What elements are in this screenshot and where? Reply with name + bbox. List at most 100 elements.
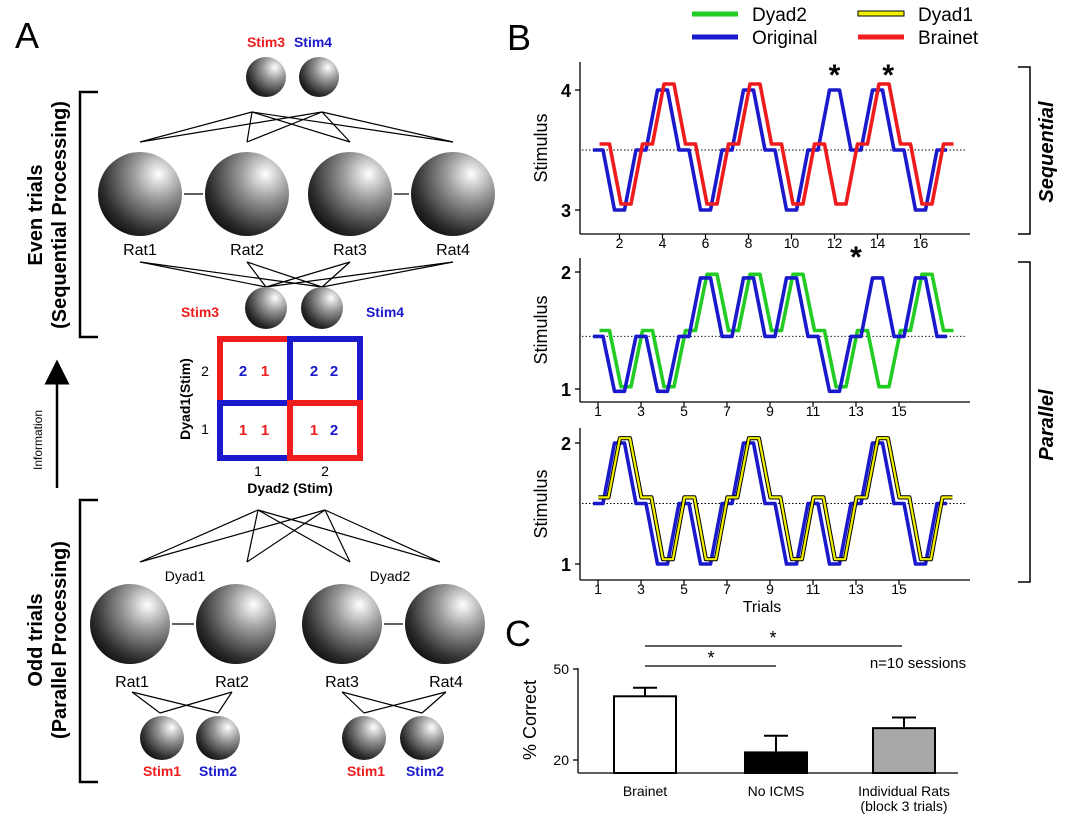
matrix-ylabel: Dyad1(Stim) bbox=[177, 358, 193, 440]
x-tick-label: 8 bbox=[745, 235, 753, 251]
matrix-cell-2-1 bbox=[217, 336, 293, 406]
odd-group-label-line2: (Parallel Processing) bbox=[49, 541, 71, 739]
bar-category-label: Individual Rats bbox=[858, 783, 950, 799]
x-tick-label: 3 bbox=[637, 581, 645, 597]
x-tick-label: 13 bbox=[848, 581, 864, 597]
odd-rat1-sphere bbox=[90, 584, 170, 664]
x-tick-label: 9 bbox=[766, 581, 774, 597]
x-tick-label: 15 bbox=[891, 581, 907, 597]
legend-dyad1-swatch bbox=[857, 10, 905, 17]
matrix-col-tick-1: 1 bbox=[254, 463, 262, 479]
odd-top-connections bbox=[139, 509, 441, 563]
legend-dyad2-label: Dyad2 bbox=[752, 5, 807, 26]
legend-original-label: Original bbox=[752, 28, 817, 49]
sample-size-annotation: n=10 sessions bbox=[870, 655, 966, 672]
panel-a-label: A bbox=[15, 15, 39, 56]
bar-chart: 50 20 % Correct Brainet No ICMS Individual Ra… bbox=[520, 661, 958, 814]
matrix-row-tick-2: 2 bbox=[201, 363, 209, 379]
x-tick-label: 13 bbox=[848, 403, 864, 419]
bar-category-label: (block 3 trials) bbox=[860, 798, 947, 814]
x-tick-label: 5 bbox=[680, 581, 688, 597]
legend: Dyad2 Dyad1 Original Brainet bbox=[692, 5, 979, 49]
top-stim3-sphere bbox=[246, 57, 286, 97]
series-line-original bbox=[593, 441, 947, 566]
bottom-stim1-sphere-b bbox=[342, 716, 386, 760]
legend-brainet-label: Brainet bbox=[918, 28, 979, 49]
mid-stim4-sphere bbox=[301, 287, 343, 329]
panel-a: A Stim3 Stim4 Rat1 Rat2 Rat3 Rat4 bbox=[15, 15, 495, 784]
even-bracket bbox=[78, 90, 98, 339]
matrix-col-tick-2: 2 bbox=[321, 463, 329, 479]
bottom-stim2-sphere-b bbox=[400, 716, 444, 760]
even-rat3-label: Rat3 bbox=[333, 242, 367, 259]
odd-rat4-sphere bbox=[405, 584, 485, 664]
x-tick-label: 9 bbox=[766, 403, 774, 419]
odd-rat4-label: Rat4 bbox=[429, 674, 463, 691]
sig-star-brainet-individual: * bbox=[769, 628, 776, 648]
panel-c: C n=10 sessions 50 20 % Correct Brainet No I… bbox=[505, 613, 966, 814]
bottom-stim1-label-a: Stim1 bbox=[143, 763, 181, 779]
even-rat2-sphere bbox=[205, 152, 289, 236]
x-tick-label: 10 bbox=[784, 235, 800, 251]
even-group-label: Even trials (Sequential Processing) bbox=[25, 101, 71, 329]
y-tick-label: 4 bbox=[561, 81, 571, 101]
matrix-cell-1-1-a: 1 bbox=[239, 422, 247, 439]
matrix-cell-1-1-b: 1 bbox=[261, 422, 269, 439]
odd-rat2-sphere bbox=[196, 584, 276, 664]
matrix-cell-1-2 bbox=[287, 400, 363, 461]
x-tick-label: 11 bbox=[806, 581, 821, 597]
odd-rat2-label: Rat2 bbox=[215, 674, 249, 691]
odd-bracket bbox=[78, 498, 98, 784]
x-tick-label: 1 bbox=[594, 403, 602, 419]
x-tick-label: 3 bbox=[637, 403, 645, 419]
odd-group-label: Odd trials (Parallel Processing) bbox=[25, 541, 71, 739]
bottom-stim2-label-b: Stim2 bbox=[406, 763, 444, 779]
series-line-original bbox=[593, 88, 947, 212]
y-tick-label: 1 bbox=[561, 555, 571, 575]
series-line-original bbox=[593, 276, 947, 394]
even-rat4-sphere bbox=[411, 152, 495, 236]
x-tick-label: 6 bbox=[702, 235, 710, 251]
significance-star: * bbox=[882, 59, 894, 92]
mid-connections bbox=[139, 261, 454, 288]
sequential-label: Sequential bbox=[1036, 101, 1058, 203]
significance-star: * bbox=[850, 241, 862, 274]
x-tick-label: 11 bbox=[806, 403, 821, 419]
y-tick-label: 2 bbox=[561, 434, 571, 454]
y-axis-label: Stimulus bbox=[531, 469, 551, 538]
top-connections bbox=[139, 111, 454, 143]
y-axis-label: Stimulus bbox=[531, 113, 551, 182]
x-tick-label: 7 bbox=[723, 403, 731, 419]
bar-y-axis-label: % Correct bbox=[520, 680, 540, 760]
even-rat4-label: Rat4 bbox=[436, 242, 470, 259]
decision-matrix: 2 1 2 2 1 1 1 2 2 1 1 2 Dyad2 (Stim) Dya… bbox=[177, 336, 363, 496]
bottom-stim2-label-a: Stim2 bbox=[199, 763, 237, 779]
bar-category-label: No ICMS bbox=[748, 783, 805, 799]
parallel-bracket bbox=[1018, 261, 1031, 583]
odd-group-label-line1: Odd trials bbox=[25, 593, 47, 686]
matrix-cell-2-2-a: 2 bbox=[310, 363, 318, 380]
line-chart-1: 4 3 2 4 6 8 10 12 14 16 Stimulus * * bbox=[531, 59, 970, 251]
matrix-row-tick-1: 1 bbox=[201, 421, 209, 437]
x-tick-label: 2 bbox=[616, 235, 624, 251]
even-rat3-sphere bbox=[308, 152, 392, 236]
bottom-stim1-sphere-a bbox=[140, 716, 184, 760]
matrix-cell-2-2 bbox=[287, 336, 363, 406]
x-tick-label: 12 bbox=[827, 235, 843, 251]
significance-star: * bbox=[829, 59, 841, 92]
bar bbox=[744, 751, 808, 775]
even-group-label-line1: Even trials bbox=[25, 164, 47, 265]
odd-rat1-label: Rat1 bbox=[115, 674, 149, 691]
top-stim4-sphere bbox=[299, 57, 339, 97]
matrix-cell-1-2-b: 2 bbox=[330, 422, 338, 439]
mid-stim4-label: Stim4 bbox=[366, 304, 404, 320]
bar-y-tick-label: 50 bbox=[553, 661, 569, 677]
mid-stim3-sphere bbox=[245, 287, 287, 329]
bar bbox=[613, 695, 677, 774]
top-stim4-label: Stim4 bbox=[294, 34, 332, 50]
series-line-dyad1 bbox=[598, 437, 953, 561]
y-tick-label: 3 bbox=[561, 201, 571, 221]
